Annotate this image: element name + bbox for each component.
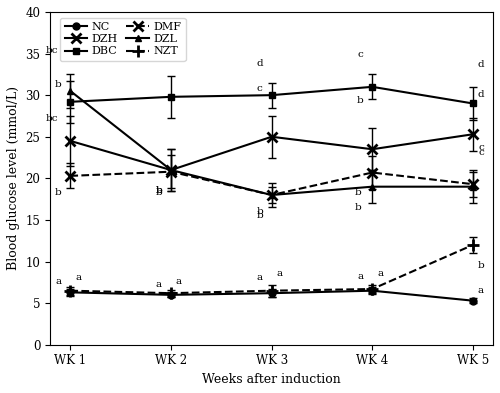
NZT: [470, 242, 476, 247]
Text: b: b: [355, 189, 362, 198]
Text: a: a: [478, 286, 484, 295]
Line: NZT: NZT: [65, 239, 478, 299]
Text: a: a: [276, 269, 283, 278]
Text: b: b: [156, 186, 162, 195]
Y-axis label: Blood glucose level (mmol/L): Blood glucose level (mmol/L): [7, 86, 20, 270]
DBC: [68, 99, 73, 104]
DZH: [268, 134, 274, 139]
Text: a: a: [357, 272, 364, 281]
DMF: [168, 169, 174, 174]
Line: DZL: DZL: [67, 88, 476, 198]
DZH: [68, 139, 73, 143]
Text: b: b: [256, 207, 263, 216]
DZL: [168, 168, 174, 173]
NZT: [268, 288, 274, 293]
Text: c: c: [358, 50, 363, 59]
Text: a: a: [76, 274, 82, 283]
DMF: [370, 170, 376, 175]
NZT: [68, 288, 73, 293]
DZH: [370, 147, 376, 152]
Text: a: a: [256, 274, 262, 283]
Text: b: b: [478, 261, 484, 270]
NC: [268, 291, 274, 296]
Text: a: a: [176, 277, 182, 286]
DBC: [268, 93, 274, 97]
Text: c: c: [156, 44, 162, 53]
Text: a: a: [55, 277, 62, 286]
DBC: [470, 101, 476, 106]
DZL: [370, 184, 376, 189]
DBC: [168, 94, 174, 99]
Text: b: b: [256, 211, 263, 220]
Line: NC: NC: [67, 287, 476, 304]
NZT: [370, 286, 376, 291]
Text: c: c: [256, 84, 262, 93]
NC: [68, 290, 73, 295]
Legend: NC, DZH, DBC, DMF, DZL, NZT: NC, DZH, DBC, DMF, DZL, NZT: [60, 18, 186, 61]
Text: d: d: [478, 90, 484, 99]
DZL: [268, 193, 274, 197]
NC: [470, 298, 476, 303]
DMF: [268, 193, 274, 197]
NC: [370, 288, 376, 293]
Text: b: b: [156, 188, 162, 196]
NC: [168, 292, 174, 297]
Line: DBC: DBC: [67, 83, 476, 107]
Text: d: d: [478, 59, 484, 68]
DZH: [168, 168, 174, 173]
X-axis label: Weeks after induction: Weeks after induction: [202, 373, 341, 386]
Text: b: b: [55, 188, 62, 196]
DMF: [68, 173, 73, 178]
Text: c: c: [478, 148, 484, 157]
DBC: [370, 84, 376, 89]
Text: a: a: [378, 269, 384, 278]
DZL: [68, 89, 73, 94]
Text: a: a: [156, 280, 162, 289]
DZL: [470, 184, 476, 189]
Text: d: d: [256, 59, 263, 68]
Line: DZH: DZH: [66, 129, 478, 175]
Text: b: b: [156, 186, 162, 195]
Text: b: b: [55, 80, 62, 89]
Text: b: b: [355, 203, 362, 212]
Text: bc: bc: [46, 46, 58, 55]
Text: b: b: [357, 96, 364, 105]
Line: DMF: DMF: [66, 167, 478, 200]
DMF: [470, 182, 476, 187]
DZH: [470, 132, 476, 137]
NZT: [168, 291, 174, 296]
Text: bc: bc: [46, 114, 58, 123]
Text: c: c: [478, 143, 484, 152]
